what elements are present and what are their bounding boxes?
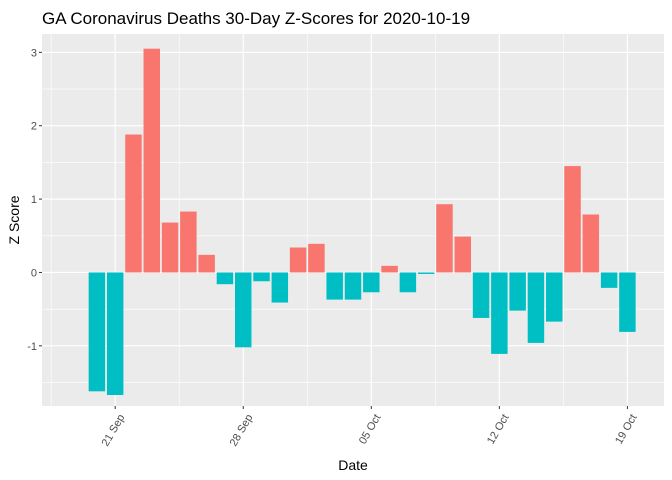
bar-2020-10-14	[527, 272, 545, 343]
bar-2020-09-28	[235, 272, 252, 348]
bar-2020-09-27	[216, 272, 234, 285]
bar-2020-10-06	[381, 265, 398, 273]
y-tick-label: 3	[31, 47, 37, 59]
bar-2020-10-05	[363, 272, 380, 293]
bar-2020-09-20	[88, 272, 106, 392]
bar-2020-10-04	[344, 272, 362, 300]
bar-2020-10-16	[564, 166, 581, 273]
bar-2020-09-30	[271, 272, 289, 303]
bar-2020-10-02	[308, 243, 325, 273]
x-axis-title: Date	[338, 457, 368, 473]
y-tick-label: 0	[31, 267, 37, 279]
y-axis-title: Z Score	[6, 195, 22, 244]
bar-2020-10-07	[399, 272, 417, 293]
bar-2020-10-03	[326, 272, 343, 300]
bar-2020-09-29	[253, 272, 270, 282]
bar-2020-10-08	[417, 272, 435, 274]
x-tick-label: 19 Oct	[613, 412, 640, 446]
y-tick-label: 2	[31, 121, 37, 133]
bar-2020-10-09	[436, 204, 453, 273]
bar-2020-10-18	[600, 272, 618, 288]
y-axis: -1 0 1 2 3	[27, 47, 42, 353]
y-tick-label: 1	[31, 194, 37, 206]
bar-2020-09-23	[143, 48, 160, 273]
bar-2020-10-17	[582, 214, 600, 273]
bar-2020-09-24	[161, 222, 179, 273]
bar-2020-09-21	[106, 272, 124, 395]
x-tick-label: 05 Oct	[357, 412, 384, 446]
bar-2020-10-12	[491, 272, 508, 354]
bar-2020-09-25	[180, 211, 197, 273]
y-tick-label: -1	[27, 341, 37, 353]
x-axis: 21 Sep 28 Sep 05 Oct 12 Oct 19 Oct	[100, 406, 640, 449]
bars	[88, 48, 636, 395]
bar-2020-09-22	[125, 134, 142, 273]
x-tick-label: 12 Oct	[485, 412, 512, 446]
bar-2020-10-13	[509, 272, 526, 311]
bar-2020-10-15	[546, 272, 563, 322]
chart-title: GA Coronavirus Deaths 30-Day Z-Scores fo…	[42, 9, 470, 28]
bar-2020-10-19	[619, 272, 636, 332]
bar-2020-10-11	[472, 272, 490, 318]
bar-2020-10-01	[289, 247, 307, 273]
x-tick-label: 21 Sep	[100, 412, 128, 448]
bar-2020-10-10	[454, 236, 471, 273]
x-tick-label: 28 Sep	[228, 412, 256, 448]
bar-2020-09-26	[198, 254, 215, 273]
